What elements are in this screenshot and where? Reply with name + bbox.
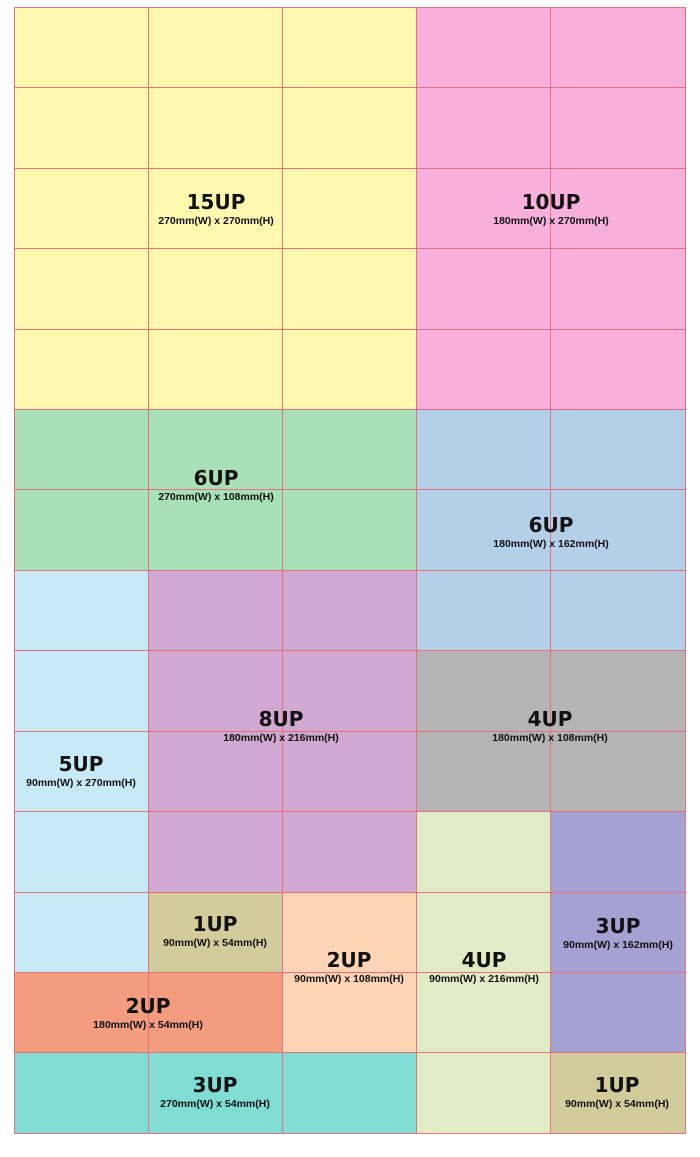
region-title: 2UP xyxy=(326,948,372,972)
region-title: 10UP xyxy=(521,190,581,214)
grid-line-horizontal xyxy=(14,811,686,812)
region-dimensions: 90mm(W) x 216mm(H) xyxy=(429,973,539,985)
region-dimensions: 90mm(W) x 162mm(H) xyxy=(563,939,673,951)
grid-line-horizontal xyxy=(14,1052,686,1053)
region-dimensions: 90mm(W) x 270mm(H) xyxy=(26,777,136,789)
region-3up-teal xyxy=(14,1052,416,1133)
region-dimensions: 180mm(W) x 54mm(H) xyxy=(93,1019,203,1031)
grid-line-horizontal xyxy=(14,248,686,249)
region-title: 5UP xyxy=(58,752,104,776)
region-title: 3UP xyxy=(595,914,641,938)
region-label-4up-green: 4UP 90mm(W) x 216mm(H) xyxy=(429,949,539,987)
region-label-8up: 8UP 180mm(W) x 216mm(H) xyxy=(223,708,339,746)
region-dimensions: 270mm(W) x 270mm(H) xyxy=(158,215,274,227)
region-label-15up-a: 15UP 270mm(W) x 270mm(H) xyxy=(158,191,274,229)
grid-line-horizontal xyxy=(14,489,686,490)
region-title: 6UP xyxy=(193,466,239,490)
region-dimensions: 270mm(W) x 54mm(H) xyxy=(160,1098,270,1110)
region-dimensions: 180mm(W) x 108mm(H) xyxy=(492,732,608,744)
region-label-2up-peach: 2UP 90mm(W) x 108mm(H) xyxy=(294,949,404,987)
region-label-3up-teal: 3UP 270mm(W) x 54mm(H) xyxy=(160,1074,270,1112)
region-label-6up-blue: 6UP 180mm(W) x 162mm(H) xyxy=(493,514,609,552)
region-1up-a xyxy=(148,892,282,972)
region-title: 8UP xyxy=(258,707,304,731)
region-title: 6UP xyxy=(528,513,574,537)
region-title: 15UP xyxy=(186,190,246,214)
region-label-3up-purple: 3UP 90mm(W) x 162mm(H) xyxy=(563,915,673,953)
region-dimensions: 90mm(W) x 54mm(H) xyxy=(163,937,267,949)
region-label-1up-b: 1UP 90mm(W) x 54mm(H) xyxy=(565,1074,669,1112)
region-title: 2UP xyxy=(125,994,171,1018)
grid-line-horizontal xyxy=(14,7,686,8)
region-5up xyxy=(14,570,148,972)
grid-line-horizontal xyxy=(14,731,686,732)
region-15up-a xyxy=(14,7,416,409)
grid-line-horizontal xyxy=(14,972,686,973)
region-dimensions: 270mm(W) x 108mm(H) xyxy=(158,491,274,503)
grid-line-horizontal xyxy=(14,168,686,169)
region-label-10up: 10UP 180mm(W) x 270mm(H) xyxy=(493,191,609,229)
grid-line-horizontal xyxy=(14,329,686,330)
region-title: 4UP xyxy=(527,707,573,731)
region-dimensions: 90mm(W) x 54mm(H) xyxy=(565,1098,669,1110)
region-dimensions: 90mm(W) x 108mm(H) xyxy=(294,973,404,985)
region-dimensions: 180mm(W) x 270mm(H) xyxy=(493,215,609,227)
region-title: 1UP xyxy=(192,912,238,936)
region-title: 3UP xyxy=(192,1073,238,1097)
region-dimensions: 180mm(W) x 162mm(H) xyxy=(493,538,609,550)
grid-line-horizontal xyxy=(14,892,686,893)
grid-line-horizontal xyxy=(14,87,686,88)
region-3up-purple xyxy=(550,811,685,1052)
grid-line-horizontal xyxy=(14,650,686,651)
region-title: 1UP xyxy=(594,1073,640,1097)
region-label-4up-gray: 4UP 180mm(W) x 108mm(H) xyxy=(492,708,608,746)
grid-line-horizontal xyxy=(14,1133,686,1134)
region-title: 4UP xyxy=(461,948,507,972)
region-label-1up-a: 1UP 90mm(W) x 54mm(H) xyxy=(163,913,267,951)
grid-line-horizontal xyxy=(14,409,686,410)
region-dimensions: 180mm(W) x 216mm(H) xyxy=(223,732,339,744)
grid-line-horizontal xyxy=(14,570,686,571)
region-label-2up-salmon: 2UP 180mm(W) x 54mm(H) xyxy=(93,995,203,1033)
region-label-5up: 5UP 90mm(W) x 270mm(H) xyxy=(26,753,136,791)
region-1up-b xyxy=(550,1052,685,1133)
region-label-6up-green: 6UP 270mm(W) x 108mm(H) xyxy=(158,467,274,505)
